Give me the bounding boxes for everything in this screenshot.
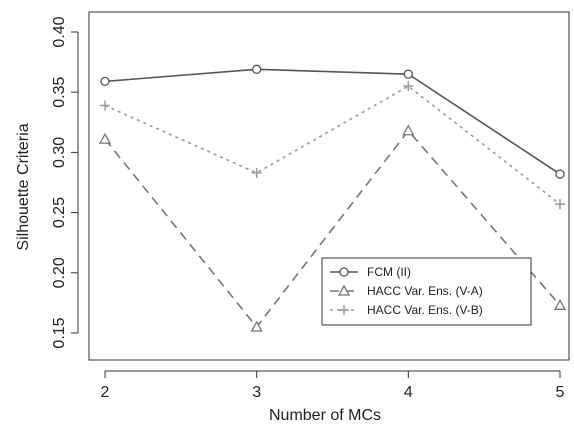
legend-item: FCM (II)	[330, 265, 411, 279]
x-tick-label: 4	[404, 384, 413, 401]
series-layer	[98, 64, 567, 332]
legend-label: FCM (II)	[367, 265, 411, 279]
data-point	[402, 124, 415, 136]
data-point	[98, 132, 112, 144]
y-tick-label: 0.15	[51, 317, 68, 348]
series-2	[98, 124, 567, 332]
legend-marker	[339, 305, 349, 315]
x-axis: 2 3 4 5	[101, 370, 565, 401]
legend-label: HACC Var. Ens. (V-A)	[367, 284, 483, 298]
y-tick-label: 0.40	[51, 16, 68, 47]
data-point	[250, 320, 263, 332]
data-point	[403, 69, 413, 79]
data-point	[251, 167, 262, 178]
legend: FCM (II) HACC Var. Ens. (V-A) HACC Var. En…	[321, 257, 532, 326]
x-axis-title: Number of MCs	[269, 407, 381, 424]
x-tick-label: 5	[556, 384, 565, 401]
data-point	[403, 81, 414, 92]
data-point	[100, 100, 110, 111]
y-tick-label: 0.30	[51, 137, 68, 168]
legend-marker	[339, 267, 349, 277]
series-line	[104, 85, 561, 205]
x-tick-label: 2	[101, 384, 110, 401]
legend-item: HACC Var. Ens. (V-A)	[330, 284, 483, 298]
legend-box	[321, 257, 532, 326]
plot-frame	[88, 11, 570, 361]
data-point	[555, 169, 565, 179]
y-axis-title: Silhouette Criteria	[15, 123, 32, 250]
data-point	[100, 76, 110, 87]
y-tick-label: 0.20	[51, 257, 68, 288]
data-point	[553, 298, 567, 310]
y-tick-label: 0.25	[51, 197, 68, 228]
x-tick-label: 3	[252, 384, 261, 401]
series-line	[104, 68, 561, 175]
legend-marker	[337, 284, 351, 296]
series-3	[100, 81, 565, 210]
y-tick-label: 0.35	[51, 77, 68, 108]
data-point	[555, 199, 565, 210]
y-axis: 0.15 0.20 0.25 0.30 0.35 0.40	[51, 16, 79, 349]
legend-label: HACC Var. Ens. (V-B)	[367, 303, 483, 317]
series-line	[104, 129, 561, 329]
data-point	[252, 64, 262, 74]
legend-item: HACC Var. Ens. (V-B)	[330, 303, 483, 317]
series-1	[100, 64, 565, 179]
